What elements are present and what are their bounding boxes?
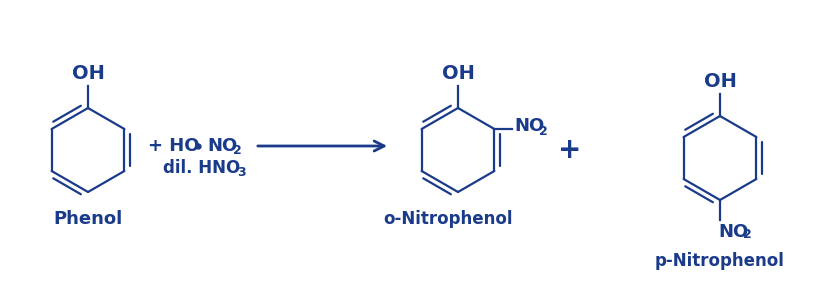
Text: o-Nitrophenol: o-Nitrophenol	[383, 210, 512, 228]
Text: Phenol: Phenol	[54, 210, 123, 228]
Text: + HO: + HO	[148, 137, 199, 155]
Text: dil. HNO: dil. HNO	[163, 159, 240, 177]
Text: 2: 2	[232, 145, 242, 158]
Text: NO: NO	[717, 223, 747, 241]
Text: 2: 2	[538, 125, 548, 139]
Text: NO: NO	[206, 137, 237, 155]
Text: OH: OH	[703, 72, 736, 91]
Text: OH: OH	[71, 64, 104, 83]
Text: OH: OH	[441, 64, 474, 83]
Text: 2: 2	[742, 228, 751, 241]
Text: NO: NO	[514, 117, 544, 135]
Text: 3: 3	[237, 167, 245, 179]
Text: +: +	[558, 136, 581, 164]
Text: p-Nitrophenol: p-Nitrophenol	[655, 252, 784, 270]
